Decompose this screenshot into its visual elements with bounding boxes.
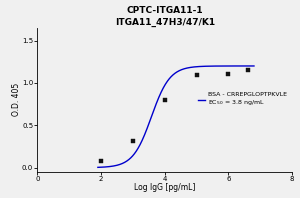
X-axis label: Log IgG [pg/mL]: Log IgG [pg/mL] [134, 183, 196, 192]
Y-axis label: O.D. 405: O.D. 405 [12, 83, 21, 116]
Legend: BSA - CRREPGLOPTPKVLE
EC$_{50}$ = 3.8 ng/mL: BSA - CRREPGLOPTPKVLE EC$_{50}$ = 3.8 ng… [197, 92, 286, 108]
Title: CPTC-ITGA11-1
ITGA11_47H3/47/K1: CPTC-ITGA11-1 ITGA11_47H3/47/K1 [115, 6, 215, 27]
